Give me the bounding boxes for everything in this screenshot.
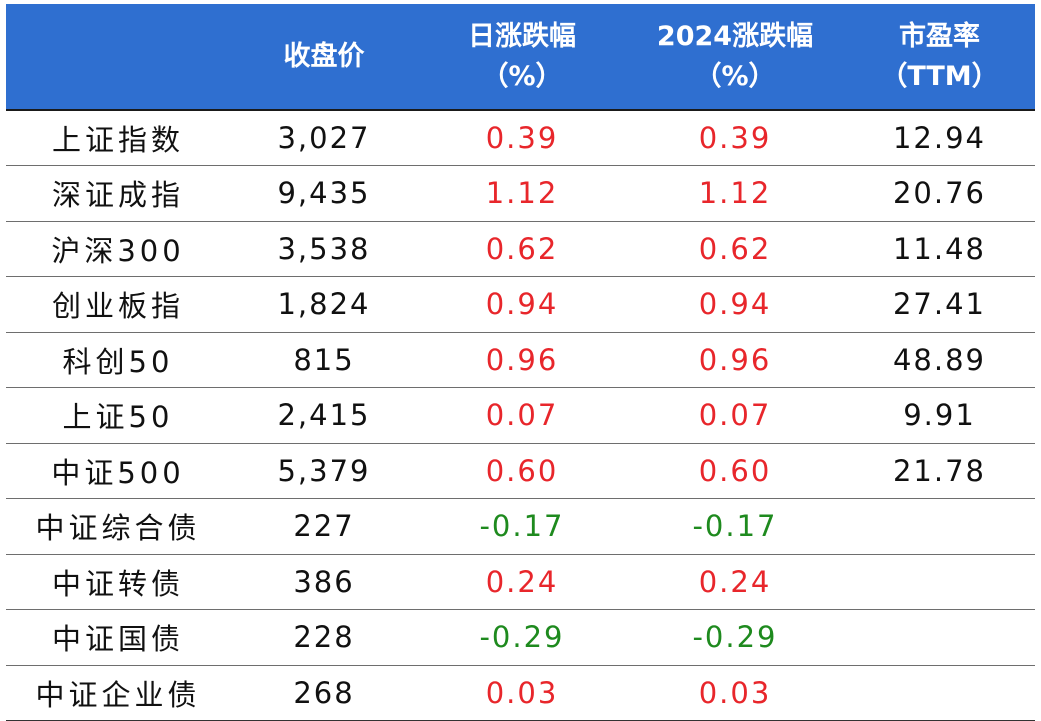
index-name-cell: 上证指数 — [6, 110, 230, 166]
header-pe-ratio: 市盈率 （TTM） — [844, 4, 1035, 111]
ytd-change-cell: 0.03 — [626, 665, 844, 721]
index-name-cell: 创业板指 — [6, 276, 230, 333]
ytd-change-cell: 0.62 — [626, 221, 844, 277]
close-price-cell: 227 — [230, 498, 418, 555]
pe-ratio-cell: 12.94 — [844, 110, 1035, 166]
close-price-cell: 9,435 — [230, 165, 418, 222]
pe-ratio-cell: 11.48 — [844, 221, 1035, 277]
index-name-cell: 中证转债 — [6, 554, 230, 610]
table-row: 上证指数 3,027 0.39 0.39 12.94 — [6, 110, 1035, 166]
table-row: 科创50 815 0.96 0.96 48.89 — [6, 332, 1035, 388]
ytd-change-cell: 0.39 — [626, 110, 844, 166]
ytd-change-cell: -0.17 — [626, 498, 844, 555]
header-row: 收盘价 日涨跌幅 （%） 2024涨跌幅 （%） 市盈率 （TTM） — [6, 4, 1035, 111]
close-price-cell: 3,027 — [230, 110, 418, 166]
close-price-cell: 1,824 — [230, 276, 418, 333]
table-header: 收盘价 日涨跌幅 （%） 2024涨跌幅 （%） 市盈率 （TTM） — [6, 4, 1035, 111]
market-index-table: 收盘价 日涨跌幅 （%） 2024涨跌幅 （%） 市盈率 （TTM） 上证指数 3… — [6, 4, 1035, 721]
table-body: 上证指数 3,027 0.39 0.39 12.94 深证成指 9,435 1.12 1.12 2… — [6, 110, 1035, 721]
table-row: 中证国债 228 -0.29 -0.29 — [6, 609, 1035, 666]
header-daily-unit: （%） — [481, 60, 563, 92]
close-price-cell: 2,415 — [230, 387, 418, 444]
close-price-cell: 5,379 — [230, 443, 418, 499]
table-row: 中证转债 386 0.24 0.24 — [6, 554, 1035, 610]
daily-change-cell: 0.62 — [418, 221, 626, 277]
ytd-change-cell: 0.24 — [626, 554, 844, 610]
header-daily-label: 日涨跌幅 — [468, 20, 576, 52]
ytd-change-cell: 1.12 — [626, 165, 844, 222]
close-price-cell: 3,538 — [230, 221, 418, 277]
close-price-cell: 228 — [230, 609, 418, 666]
pe-ratio-cell: 9.91 — [844, 387, 1035, 444]
daily-change-cell: 0.07 — [418, 387, 626, 444]
index-name-cell: 中证500 — [6, 443, 230, 499]
daily-change-cell: 0.39 — [418, 110, 626, 166]
pe-ratio-cell: 20.76 — [844, 165, 1035, 222]
pe-ratio-cell: 48.89 — [844, 332, 1035, 388]
index-name-cell: 深证成指 — [6, 165, 230, 222]
table-row: 沪深300 3,538 0.62 0.62 11.48 — [6, 221, 1035, 277]
daily-change-cell: 0.03 — [418, 665, 626, 721]
daily-change-cell: 0.24 — [418, 554, 626, 610]
table-row: 中证500 5,379 0.60 0.60 21.78 — [6, 443, 1035, 499]
daily-change-cell: 1.12 — [418, 165, 626, 222]
close-price-cell: 386 — [230, 554, 418, 610]
ytd-change-cell: 0.07 — [626, 387, 844, 444]
ytd-change-cell: 0.96 — [626, 332, 844, 388]
table-row: 中证企业债 268 0.03 0.03 — [6, 665, 1035, 721]
header-daily-change: 日涨跌幅 （%） — [418, 4, 626, 111]
pe-ratio-cell — [844, 609, 1035, 666]
close-price-cell: 268 — [230, 665, 418, 721]
close-price-cell: 815 — [230, 332, 418, 388]
daily-change-cell: 0.60 — [418, 443, 626, 499]
pe-ratio-cell — [844, 498, 1035, 555]
index-name-cell: 科创50 — [6, 332, 230, 388]
header-pe-unit: （TTM） — [880, 60, 999, 92]
daily-change-cell: 0.96 — [418, 332, 626, 388]
index-name-cell: 沪深300 — [6, 221, 230, 277]
header-pe-label: 市盈率 — [899, 20, 980, 52]
ytd-change-cell: 0.60 — [626, 443, 844, 499]
table-row: 深证成指 9,435 1.12 1.12 20.76 — [6, 165, 1035, 222]
index-name-cell: 中证企业债 — [6, 665, 230, 721]
table-row: 创业板指 1,824 0.94 0.94 27.41 — [6, 276, 1035, 333]
pe-ratio-cell: 21.78 — [844, 443, 1035, 499]
daily-change-cell: -0.17 — [418, 498, 626, 555]
daily-change-cell: 0.94 — [418, 276, 626, 333]
header-ytd-label: 2024涨跌幅 — [656, 20, 814, 52]
header-ytd-unit: （%） — [694, 60, 776, 92]
ytd-change-cell: 0.94 — [626, 276, 844, 333]
index-name-cell: 上证50 — [6, 387, 230, 444]
header-close-price: 收盘价 — [230, 4, 418, 111]
index-name-cell: 中证国债 — [6, 609, 230, 666]
pe-ratio-cell: 27.41 — [844, 276, 1035, 333]
header-name — [6, 4, 230, 111]
ytd-change-cell: -0.29 — [626, 609, 844, 666]
pe-ratio-cell — [844, 554, 1035, 610]
header-close-label: 收盘价 — [283, 40, 365, 72]
pe-ratio-cell — [844, 665, 1035, 721]
table-row: 中证综合债 227 -0.17 -0.17 — [6, 498, 1035, 555]
daily-change-cell: -0.29 — [418, 609, 626, 666]
table-row: 上证50 2,415 0.07 0.07 9.91 — [6, 387, 1035, 444]
header-ytd-change: 2024涨跌幅 （%） — [626, 4, 844, 111]
index-name-cell: 中证综合债 — [6, 498, 230, 555]
